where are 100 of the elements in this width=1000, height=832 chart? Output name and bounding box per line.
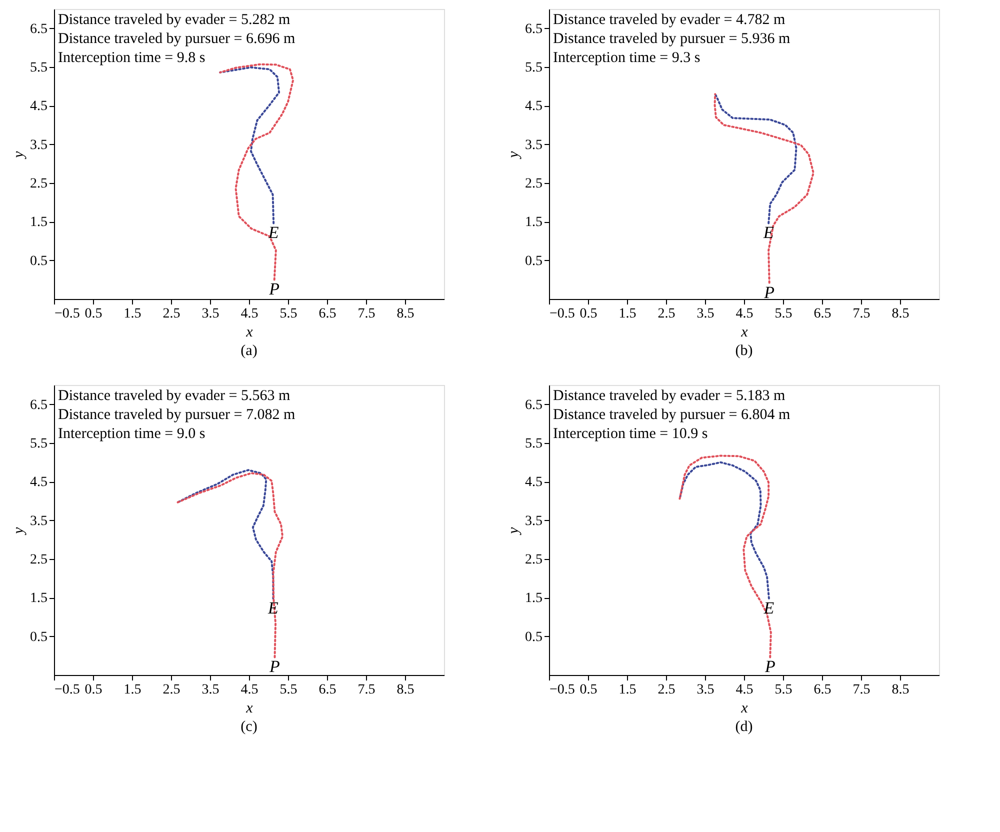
annotation: P (268, 280, 280, 299)
annotation: E (762, 223, 774, 242)
x-tick-label: 0.5 (580, 682, 598, 698)
annotation: Distance traveled by pursuer = 5.936 m (553, 31, 790, 47)
x-tick-label: 7.5 (358, 306, 376, 322)
y-tick-label: 6.5 (525, 398, 542, 413)
y-tick-label: 4.5 (30, 99, 48, 114)
y-tick-label: 6.5 (30, 22, 48, 37)
x-tick-label: 0.5 (580, 306, 598, 322)
annotation: Interception time = 9.8 s (58, 50, 206, 66)
annotation: E (267, 223, 280, 242)
annotation: E (266, 598, 279, 618)
x-tick-label: 6.5 (318, 682, 336, 698)
line-series (678, 454, 772, 658)
x-tick-label: 6.5 (318, 306, 336, 322)
x-tick-label: 4.5 (240, 306, 258, 322)
line-series (176, 472, 284, 658)
x-tick-label: 1.5 (124, 306, 142, 322)
x-tick-label: 5.5 (774, 306, 792, 322)
x-tick-label: 2.5 (658, 682, 676, 698)
x-tick-label: 3.5 (696, 306, 714, 322)
annotation: P (268, 657, 280, 676)
x-tick-label: 1.5 (618, 682, 636, 698)
y-tick-label: 2.5 (525, 176, 542, 192)
x-tick-label: 2.5 (658, 306, 676, 322)
annotation: Distance traveled by evader = 5.563 m (58, 388, 290, 404)
x-tick-label: 8.5 (892, 682, 910, 698)
y-tick-label: 5.5 (30, 436, 48, 452)
x-tick-label: 5.5 (280, 306, 298, 322)
annotation: Distance traveled by pursuer = 6.804 m (553, 407, 790, 423)
x-tick-label: −0.5 (550, 306, 575, 322)
y-tick-label: 3.5 (525, 138, 542, 153)
x-axis-title: x (245, 324, 254, 340)
y-axis-title: y (506, 526, 522, 536)
y-tick-label: 3.5 (525, 514, 542, 529)
y-tick-label: 2.5 (30, 552, 48, 568)
annotation: Distance traveled by evader = 5.282 m (58, 12, 290, 28)
line-series (714, 93, 814, 284)
x-tick-label: 6.5 (814, 306, 832, 322)
y-tick-label: 1.5 (525, 591, 542, 606)
y-axis-title: y (11, 150, 27, 160)
x-tick-label: 3.5 (696, 682, 714, 698)
x-tick-label: −0.5 (550, 682, 575, 698)
annotation: Distance traveled by evader = 5.183 m (553, 388, 786, 404)
y-axis-title: y (506, 150, 522, 160)
x-tick-label: 0.5 (84, 306, 102, 322)
y-tick-label: 6.5 (525, 22, 542, 37)
x-tick-label: 1.5 (618, 306, 636, 322)
annotation: Interception time = 10.9 s (553, 426, 708, 442)
annotation: P (763, 282, 775, 302)
text: (d) (735, 719, 753, 735)
x-tick-label: 3.5 (202, 682, 220, 698)
x-tick-label: 7.5 (852, 306, 870, 322)
x-tick-label: 6.5 (814, 682, 832, 698)
x-tick-label: −0.5 (54, 682, 80, 698)
line-series (678, 461, 770, 600)
y-tick-label: 5.5 (525, 436, 542, 452)
line-series (714, 93, 798, 224)
y-tick-label: 1.5 (525, 215, 542, 230)
x-tick-label: 7.5 (852, 682, 870, 698)
x-tick-label: 5.5 (774, 682, 792, 698)
y-tick-label: 0.5 (525, 254, 542, 269)
x-tick-label: 3.5 (202, 306, 220, 322)
y-axis-title: y (11, 526, 27, 536)
line-series (219, 63, 294, 281)
x-tick-label: −0.5 (54, 306, 80, 322)
annotation: Interception time = 9.3 s (553, 50, 700, 66)
y-tick-label: 4.5 (30, 475, 48, 490)
annotation: Interception time = 9.0 s (58, 426, 206, 442)
x-tick-label: 5.5 (280, 682, 298, 698)
y-tick-label: 1.5 (30, 215, 48, 230)
x-tick-label: 8.5 (396, 682, 414, 698)
y-tick-label: 0.5 (30, 630, 48, 645)
line-series (176, 469, 274, 600)
x-axis-title: x (740, 700, 748, 716)
y-tick-label: 4.5 (525, 99, 542, 114)
y-tick-label: 2.5 (525, 552, 542, 568)
y-tick-label: 3.5 (30, 514, 48, 529)
x-tick-label: 4.5 (736, 306, 754, 322)
y-tick-label: 2.5 (30, 176, 48, 192)
annotation: Distance traveled by evader = 4.782 m (553, 12, 786, 28)
y-tick-label: 5.5 (30, 60, 48, 76)
text: (c) (240, 719, 258, 735)
y-tick-label: 3.5 (30, 138, 48, 153)
y-tick-label: 6.5 (30, 398, 48, 413)
x-tick-label: 1.5 (124, 682, 142, 698)
x-tick-label: 8.5 (396, 306, 414, 322)
x-tick-label: 4.5 (240, 682, 258, 698)
x-axis-title: x (740, 324, 748, 340)
y-tick-label: 1.5 (30, 591, 48, 606)
x-tick-label: 0.5 (84, 682, 102, 698)
x-tick-label: 2.5 (162, 682, 180, 698)
text: (a) (240, 343, 258, 359)
y-tick-label: 0.5 (30, 254, 48, 269)
y-tick-label: 0.5 (525, 630, 542, 645)
x-tick-label: 8.5 (892, 306, 910, 322)
annotation: Distance traveled by pursuer = 6.696 m (58, 31, 296, 47)
annotation: P (764, 657, 776, 676)
y-tick-label: 5.5 (525, 60, 542, 76)
y-tick-label: 4.5 (525, 475, 542, 490)
